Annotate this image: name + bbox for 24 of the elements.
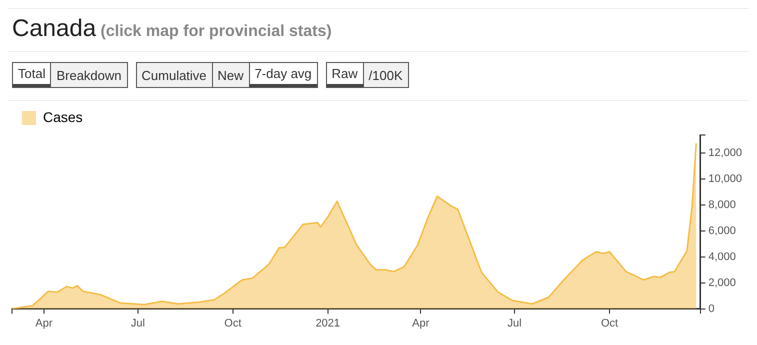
- x-tick-label: 2021: [316, 317, 340, 330]
- y-tick-label: 4,000: [708, 250, 736, 263]
- text: New: [212, 63, 249, 87]
- chart-subtitle: (click map for provincial stats): [100, 23, 332, 40]
- text: Raw: [326, 63, 363, 87]
- y-tick-label: 10,000: [708, 173, 742, 186]
- x-tick-label: Apr: [35, 317, 53, 330]
- text: 7-day avg: [248, 63, 317, 87]
- y-tick-label: 0: [708, 302, 714, 315]
- text: /100K: [362, 63, 408, 87]
- legend-label: Cases: [43, 108, 83, 125]
- text: Breakdown: [50, 63, 127, 87]
- y-tick-label: 6,000: [708, 225, 736, 238]
- y-tick-label: 12,000: [708, 147, 742, 160]
- x-tick-label: Apr: [412, 317, 430, 330]
- x-tick-label: Jul: [508, 317, 522, 330]
- text: Cumulative: [136, 63, 212, 87]
- text: Total: [13, 63, 50, 87]
- y-tick-label: 8,000: [708, 199, 736, 212]
- x-tick-label: Oct: [224, 317, 242, 330]
- x-tick-label: Oct: [600, 317, 618, 330]
- x-tick-label: Jul: [130, 317, 145, 330]
- y-tick-label: 2,000: [708, 276, 736, 289]
- chart-title: Canada: [12, 15, 96, 42]
